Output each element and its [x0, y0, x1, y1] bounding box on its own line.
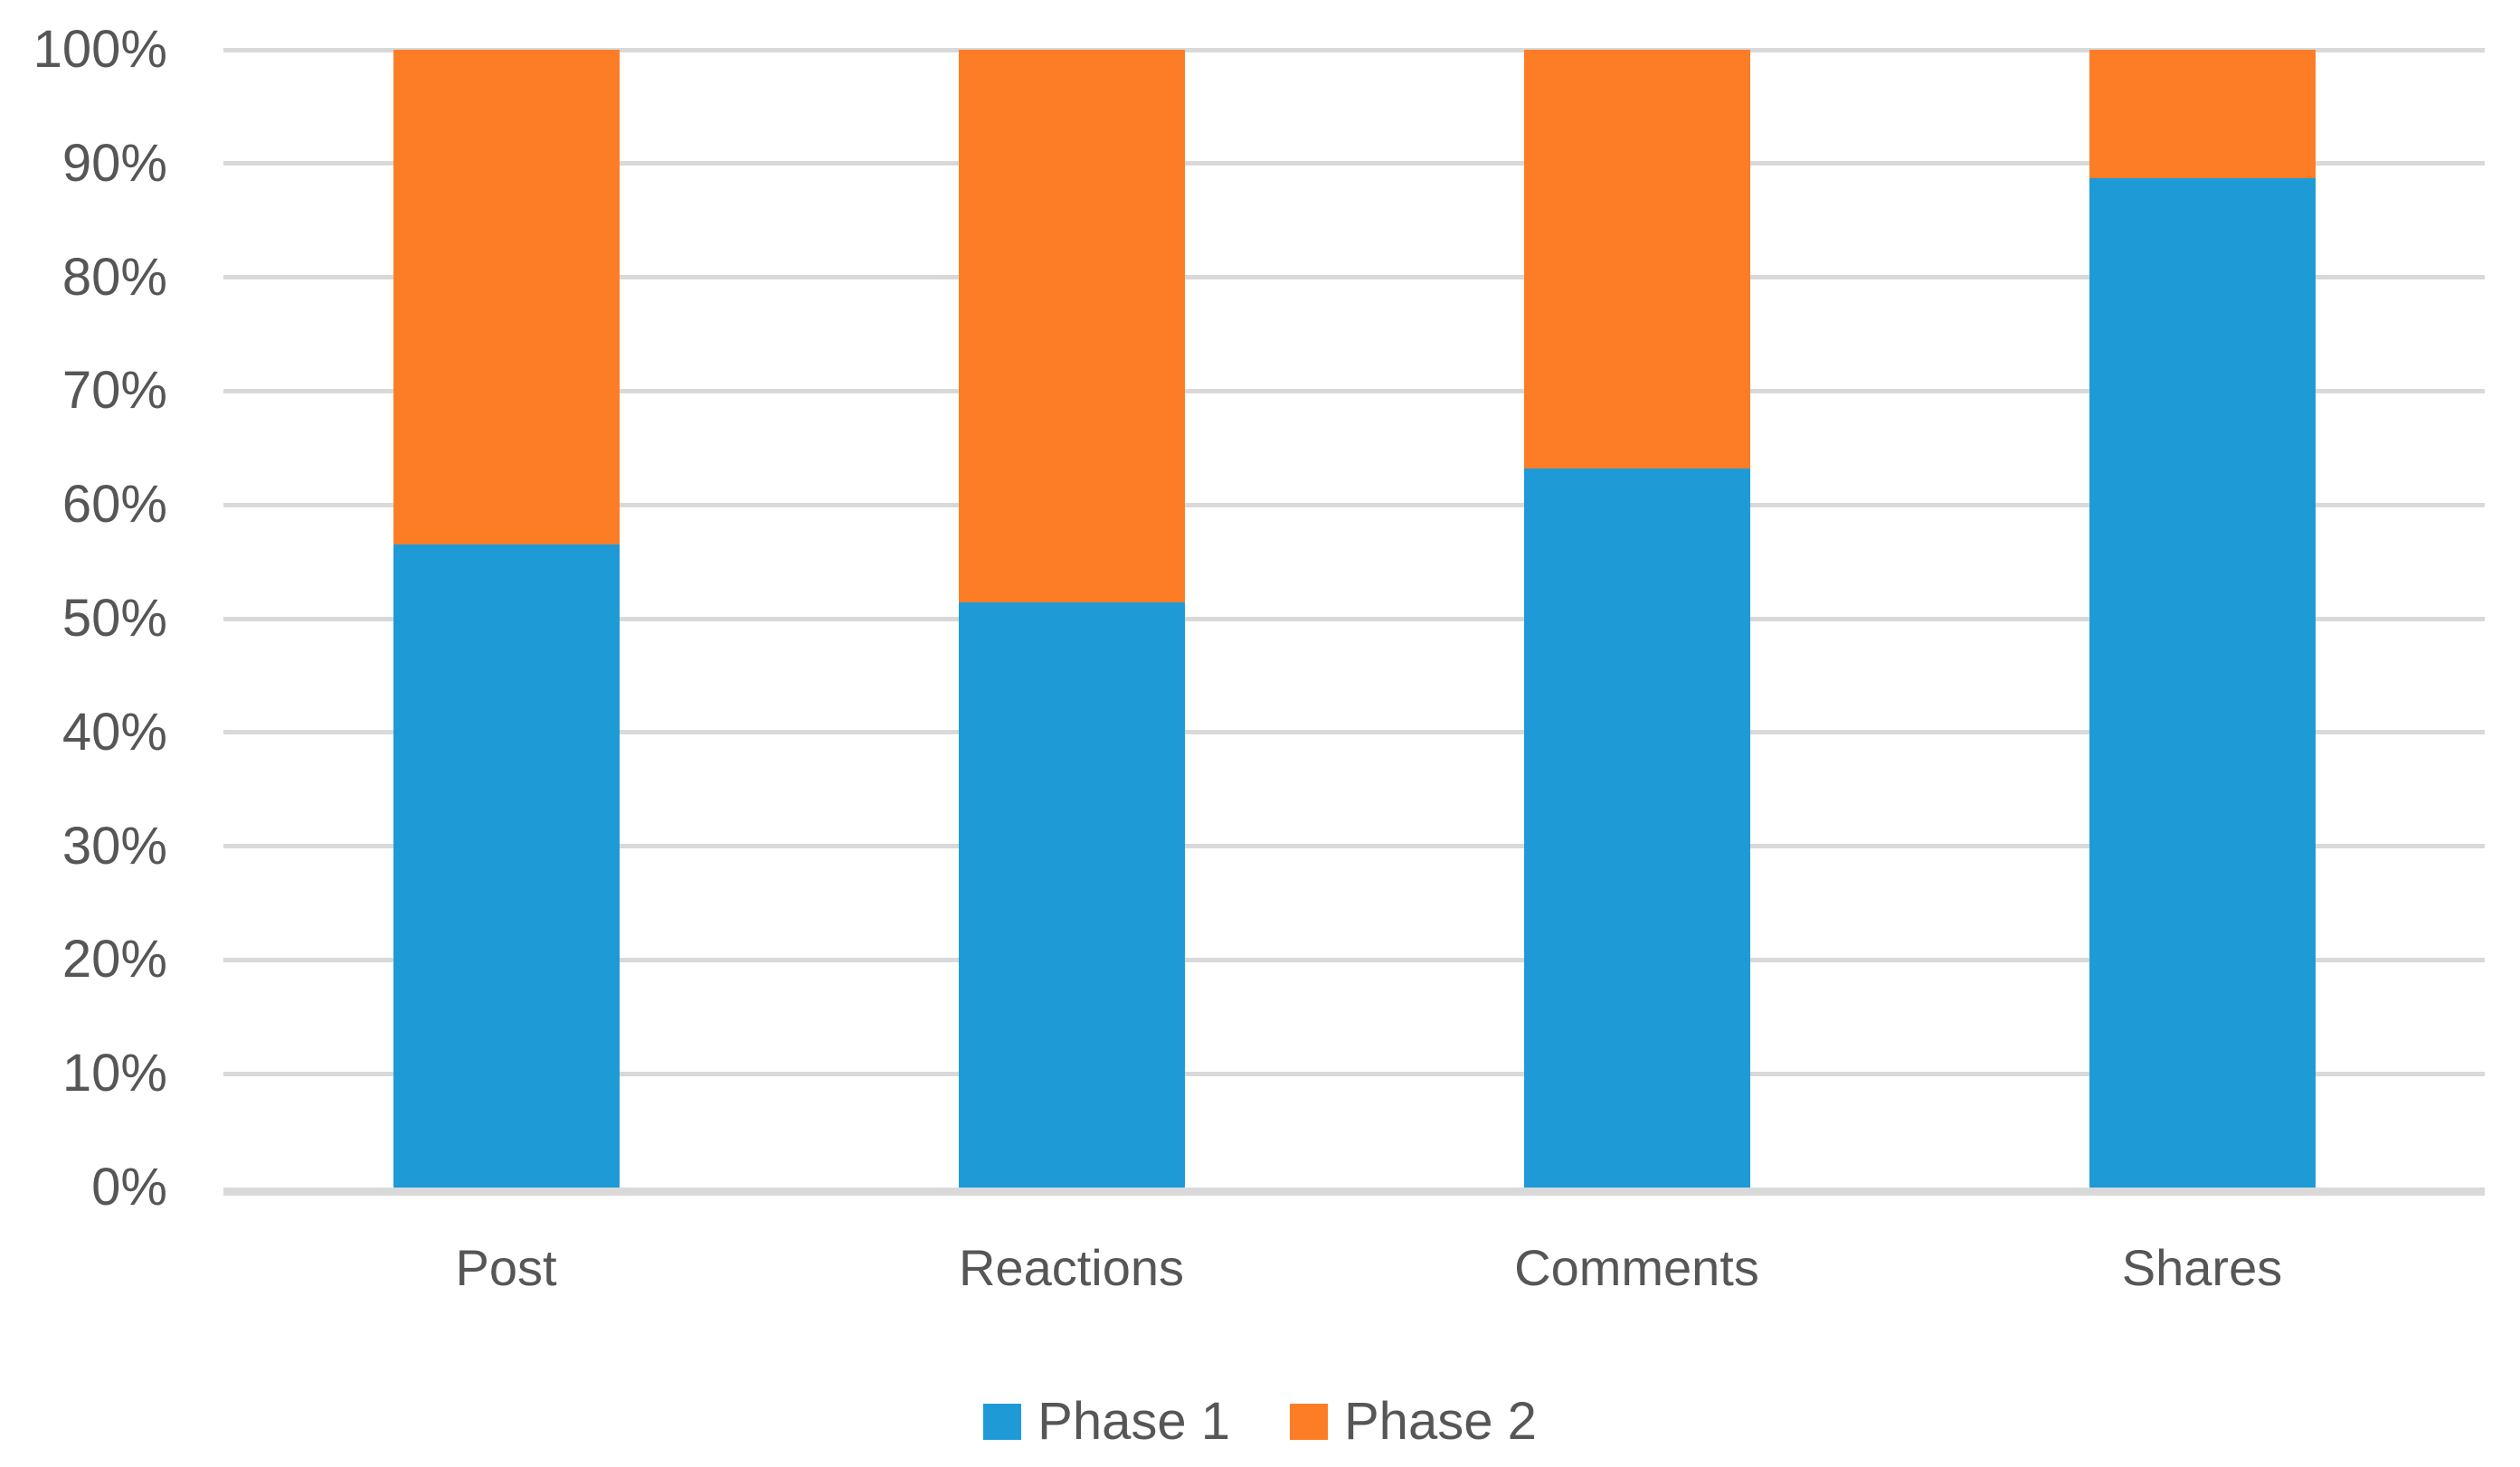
legend-swatch-icon	[983, 1404, 1022, 1440]
x-category-label: Reactions	[958, 1239, 1185, 1296]
gridline	[223, 388, 2485, 393]
gridline	[223, 502, 2485, 507]
y-tick-label: 0%	[91, 1158, 167, 1216]
legend-label: Phase 1	[1037, 1392, 1230, 1451]
stacked-bar-shares	[2089, 50, 2316, 1188]
gridline	[223, 616, 2485, 621]
bar-segment-phase-1	[1523, 468, 1750, 1188]
gridline	[223, 275, 2485, 280]
bar-segment-phase-2	[958, 50, 1185, 603]
y-tick-label: 90%	[62, 133, 167, 193]
y-tick-label: 80%	[62, 247, 167, 307]
x-axis-baseline	[223, 1188, 2485, 1196]
stacked-bar-reactions	[958, 50, 1185, 1188]
bar-slot	[789, 50, 1354, 1188]
y-tick-label: 70%	[62, 361, 167, 421]
x-category-label: Comments	[1514, 1239, 1759, 1296]
gridline	[223, 844, 2485, 849]
gridlines-layer	[223, 47, 2485, 1188]
legend-label: Phase 2	[1344, 1392, 1537, 1451]
gridline	[223, 957, 2485, 962]
gridline	[223, 161, 2485, 166]
y-tick-label: 60%	[62, 475, 167, 535]
x-category-label: Post	[455, 1239, 557, 1296]
bars-layer	[223, 50, 2485, 1188]
gridline	[223, 47, 2485, 52]
chart-legend: Phase 1 Phase 2	[0, 1389, 2520, 1454]
bar-segment-phase-1	[2089, 178, 2316, 1188]
y-tick-label: 10%	[62, 1044, 167, 1103]
gridline	[223, 1071, 2485, 1076]
legend-swatch-icon	[1290, 1404, 1328, 1440]
gridline	[223, 730, 2485, 735]
x-category-label: Shares	[2121, 1239, 2283, 1296]
bar-segment-phase-1	[393, 544, 620, 1188]
bar-segment-phase-2	[1523, 50, 1750, 468]
x-axis-category-labels: Post Reactions Comments Shares	[223, 1237, 2485, 1299]
bar-segment-phase-2	[2089, 50, 2316, 179]
bar-slot	[1354, 50, 1919, 1188]
bar-slot	[1919, 50, 2485, 1188]
bar-slot	[223, 50, 789, 1188]
bar-segment-phase-2	[393, 50, 620, 545]
legend-item-phase-1: Phase 1	[983, 1393, 1230, 1451]
y-tick-label: 100%	[33, 20, 167, 79]
plot-area	[223, 47, 2485, 1196]
y-tick-label: 30%	[62, 816, 167, 875]
stacked-bar-post	[393, 50, 620, 1188]
y-tick-label: 50%	[62, 589, 167, 648]
stacked-bar-comments	[1523, 50, 1750, 1188]
y-tick-label: 20%	[62, 930, 167, 989]
legend-item-phase-2: Phase 2	[1290, 1393, 1537, 1451]
bar-segment-phase-1	[958, 602, 1185, 1188]
y-tick-label: 40%	[62, 702, 167, 762]
